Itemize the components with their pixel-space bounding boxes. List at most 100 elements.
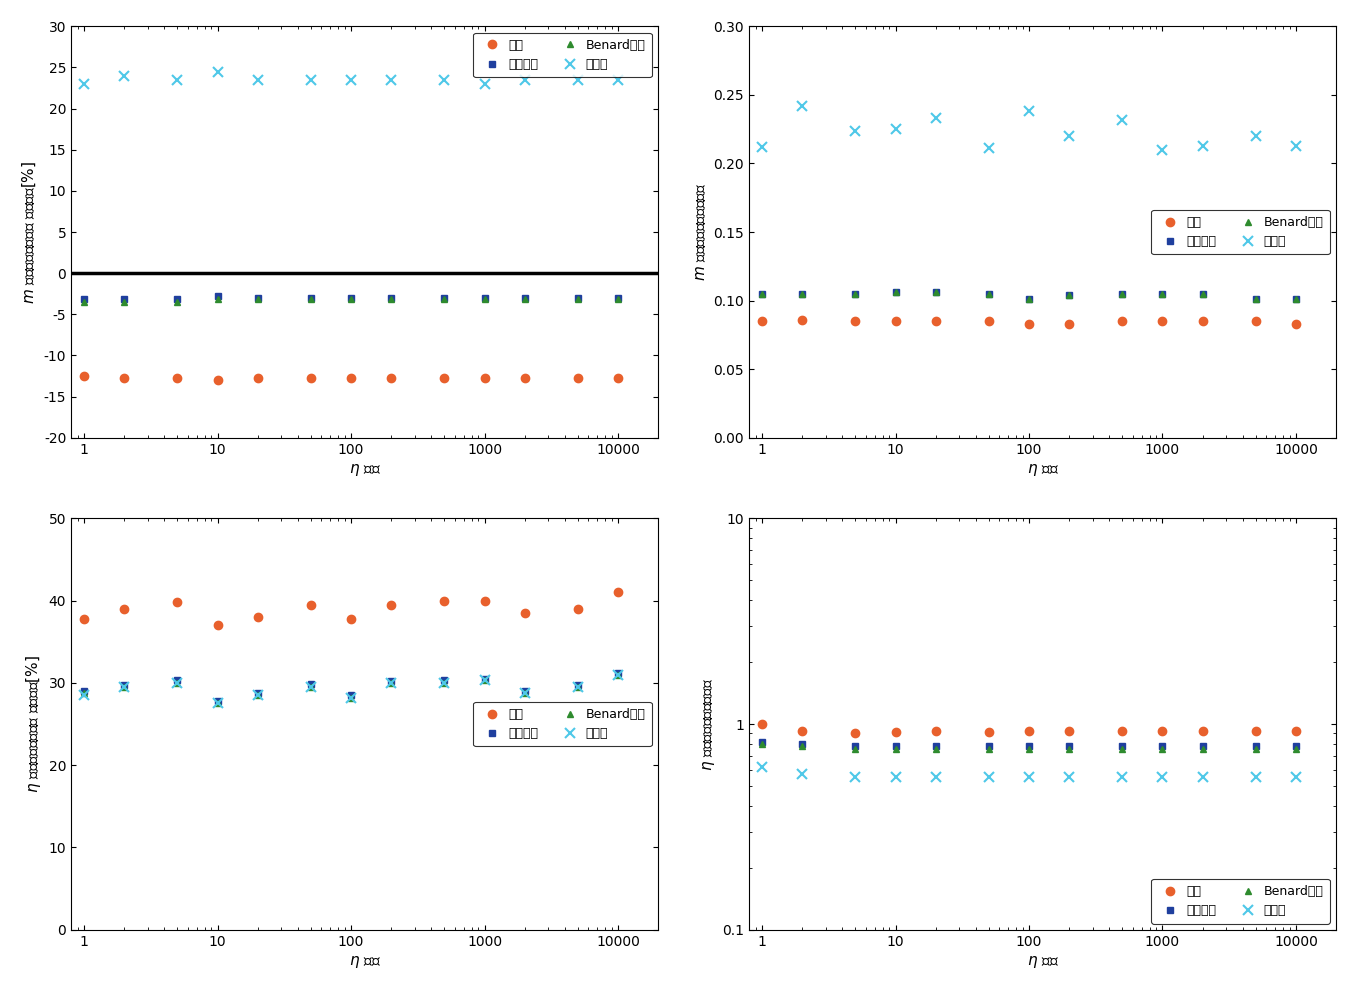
モード	[887, 123, 904, 135]
メジアン	[887, 286, 904, 298]
平均	[517, 373, 533, 385]
メジアン	[609, 667, 626, 679]
平均	[570, 603, 586, 614]
メジアン	[981, 740, 997, 752]
メジアン	[887, 740, 904, 752]
Benard近似	[1288, 742, 1304, 754]
Benard近似	[1155, 742, 1171, 754]
Line: 平均: 平均	[757, 315, 1300, 328]
モード	[1114, 114, 1130, 126]
モード	[383, 74, 399, 86]
Benard近似	[1061, 742, 1077, 754]
メジアン	[981, 287, 997, 299]
Benard近似	[754, 287, 771, 299]
平均	[1061, 724, 1077, 736]
Line: 平均: 平均	[80, 372, 623, 385]
平均	[250, 373, 266, 385]
平均	[1247, 724, 1263, 736]
モード	[76, 690, 92, 702]
メジアン	[1061, 289, 1077, 301]
モード	[250, 74, 266, 86]
モード	[794, 100, 810, 112]
メジアン	[754, 736, 771, 748]
Benard近似	[1288, 293, 1304, 305]
Y-axis label: $\it{m}$ の推定値の平均値 相対誤差[%]: $\it{m}$ の推定値の平均値 相対誤差[%]	[20, 161, 38, 303]
メジアン	[1155, 740, 1171, 752]
Benard近似	[517, 293, 533, 305]
Y-axis label: $\it{\eta}$ の推定値の分散規格化: $\it{\eta}$ の推定値の分散規格化	[700, 678, 716, 771]
メジアン	[517, 292, 533, 304]
Line: Benard近似: Benard近似	[80, 296, 622, 305]
メジアン	[928, 286, 944, 298]
モード	[1155, 772, 1171, 784]
メジアン	[76, 293, 92, 305]
Line: モード: モード	[79, 670, 623, 709]
平均	[754, 315, 771, 327]
モード	[476, 78, 493, 90]
平均	[209, 375, 225, 386]
Line: 平均: 平均	[757, 719, 1300, 737]
平均	[1061, 318, 1077, 330]
メジアン	[1020, 293, 1037, 305]
Benard近似	[981, 742, 997, 754]
モード	[383, 677, 399, 689]
モード	[117, 681, 133, 693]
Benard近似	[794, 740, 810, 752]
モード	[343, 692, 360, 704]
Line: モード: モード	[757, 762, 1301, 782]
平均	[928, 724, 944, 736]
モード	[250, 690, 266, 702]
Line: モード: モード	[757, 101, 1301, 155]
平均	[1114, 724, 1130, 736]
平均	[250, 611, 266, 623]
Benard近似	[209, 293, 225, 305]
モード	[1061, 772, 1077, 784]
平均	[383, 373, 399, 385]
平均	[794, 724, 810, 736]
X-axis label: $\it{\eta}$ 真値: $\it{\eta}$ 真値	[349, 462, 381, 478]
Legend: 平均, メジアン, Benard近似, モード: 平均, メジアン, Benard近似, モード	[474, 702, 651, 746]
Benard近似	[250, 293, 266, 305]
モード	[847, 772, 863, 784]
平均	[887, 315, 904, 327]
Benard近似	[383, 293, 399, 305]
Y-axis label: $\it{\eta}$ の推定値の平均値 相対誤差[%]: $\it{\eta}$ の推定値の平均値 相対誤差[%]	[24, 655, 43, 793]
モード	[981, 143, 997, 155]
モード	[517, 74, 533, 86]
Line: メジアン: メジアン	[80, 292, 622, 303]
Benard近似	[476, 293, 493, 305]
Benard近似	[303, 681, 319, 693]
平均	[476, 373, 493, 385]
Benard近似	[847, 287, 863, 299]
メジアン	[1288, 740, 1304, 752]
Line: Benard近似: Benard近似	[759, 740, 1300, 752]
モード	[436, 677, 452, 689]
Benard近似	[383, 677, 399, 689]
X-axis label: $\it{\eta}$ 真値: $\it{\eta}$ 真値	[1027, 954, 1058, 970]
Line: 平均: 平均	[80, 589, 623, 629]
Legend: 平均, メジアン, Benard近似, モード: 平均, メジアン, Benard近似, モード	[1151, 210, 1330, 255]
メジアン	[436, 675, 452, 687]
モード	[570, 74, 586, 86]
モード	[1020, 772, 1037, 784]
メジアン	[1020, 740, 1037, 752]
モード	[209, 65, 225, 77]
Line: メジアン: メジアン	[759, 289, 1300, 302]
モード	[476, 675, 493, 687]
平均	[1155, 724, 1171, 736]
メジアン	[517, 685, 533, 697]
平均	[170, 597, 186, 608]
モード	[609, 74, 626, 86]
メジアン	[1194, 740, 1210, 752]
平均	[1020, 318, 1037, 330]
平均	[1194, 315, 1210, 327]
平均	[117, 373, 133, 385]
メジアン	[303, 678, 319, 690]
メジアン	[250, 687, 266, 699]
Benard近似	[476, 675, 493, 687]
メジアン	[847, 287, 863, 299]
モード	[1288, 772, 1304, 784]
X-axis label: $\it{\eta}$ 真値: $\it{\eta}$ 真値	[1027, 462, 1058, 478]
メジアン	[303, 292, 319, 304]
モード	[754, 761, 771, 773]
